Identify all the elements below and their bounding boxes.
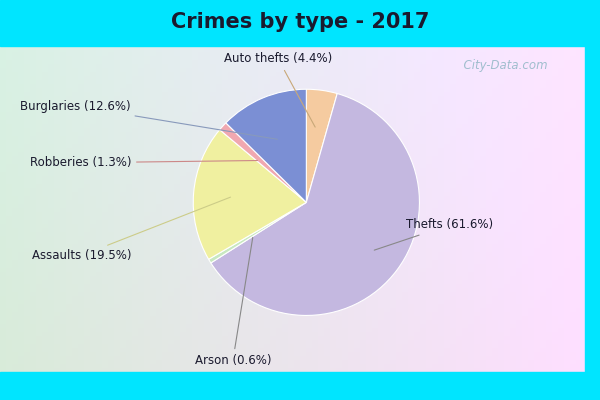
Wedge shape xyxy=(226,89,307,202)
Text: City-Data.com: City-Data.com xyxy=(456,60,548,72)
Text: Thefts (61.6%): Thefts (61.6%) xyxy=(374,218,493,250)
Wedge shape xyxy=(209,202,307,263)
Text: Auto thefts (4.4%): Auto thefts (4.4%) xyxy=(224,52,332,127)
Text: Arson (0.6%): Arson (0.6%) xyxy=(194,238,271,367)
Text: Crimes by type - 2017: Crimes by type - 2017 xyxy=(171,12,429,32)
Wedge shape xyxy=(193,130,307,259)
Bar xyxy=(0,372,600,400)
Bar xyxy=(585,0,600,400)
Wedge shape xyxy=(220,123,307,202)
Text: Robberies (1.3%): Robberies (1.3%) xyxy=(29,156,257,169)
Wedge shape xyxy=(211,94,419,316)
Wedge shape xyxy=(307,89,337,202)
Text: Burglaries (12.6%): Burglaries (12.6%) xyxy=(20,100,277,139)
Text: Assaults (19.5%): Assaults (19.5%) xyxy=(32,197,230,262)
Bar xyxy=(0,0,600,46)
